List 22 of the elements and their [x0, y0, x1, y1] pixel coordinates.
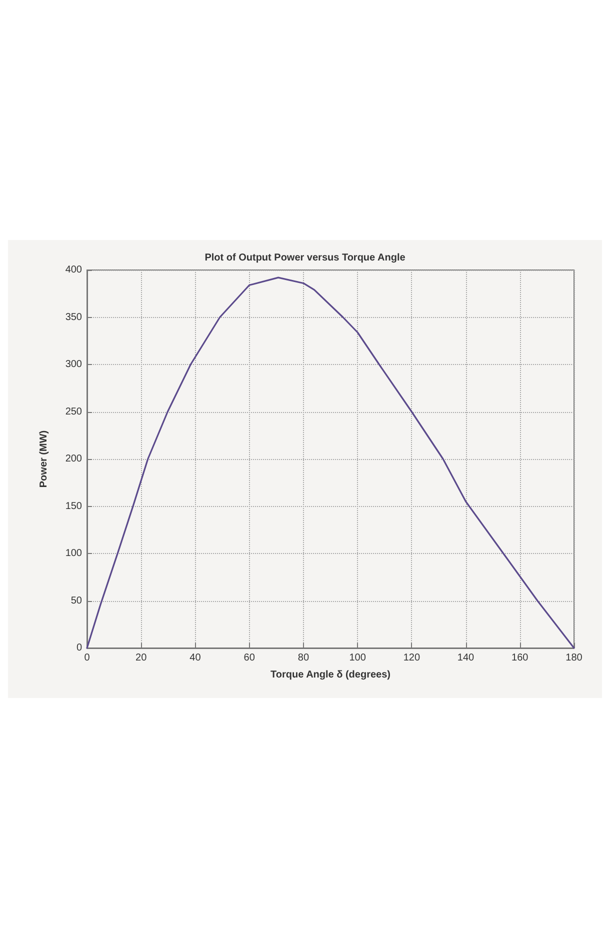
x-tick-label: 20: [136, 652, 148, 663]
y-axis-title: Power (MW): [38, 430, 50, 488]
x-tick-label: 60: [244, 652, 256, 663]
y-tick-label: 150: [65, 500, 82, 512]
y-tick-label: 250: [65, 406, 82, 417]
x-tick-label: 40: [190, 652, 202, 663]
x-tick-label: 160: [512, 652, 529, 663]
y-tick-label: 300: [65, 358, 82, 370]
x-tick-label: 140: [457, 652, 475, 663]
x-tick-label: 120: [403, 652, 420, 663]
x-axis-title: Torque Angle δ (degrees): [270, 669, 390, 680]
y-tick-label: 350: [65, 311, 82, 322]
x-tick-label: 180: [566, 652, 583, 663]
x-tick-label: 0: [84, 652, 90, 663]
y-tick-label: 0: [76, 642, 82, 653]
x-tick-label: 100: [349, 652, 366, 663]
y-tick-label: 400: [65, 264, 82, 275]
y-tick-label: 50: [70, 594, 82, 606]
chart-title: Plot of Output Power versus Torque Angle: [204, 252, 406, 263]
y-tick-label: 100: [65, 548, 82, 558]
y-tick-label: 200: [65, 453, 82, 464]
x-tick-label: 80: [298, 652, 310, 663]
